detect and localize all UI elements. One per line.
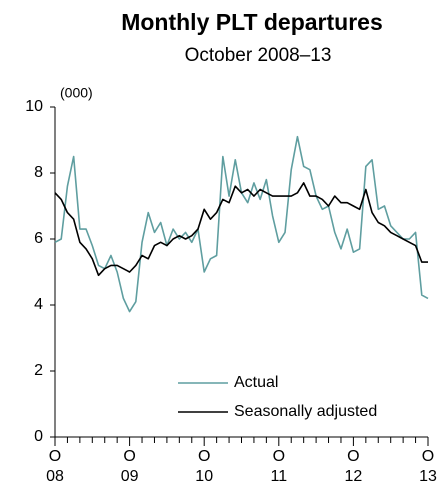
x-tick-label: O (123, 448, 135, 465)
y-tick-label: 8 (34, 164, 43, 181)
x-year-label: 08 (46, 468, 64, 485)
legend-label: Seasonally adjusted (234, 403, 377, 420)
x-year-label: 13 (419, 468, 437, 485)
line-series (54, 135, 429, 313)
x-tick-label: O (347, 448, 359, 465)
x-tick-label: O (422, 448, 434, 465)
x-year-label: 09 (121, 468, 139, 485)
y-tick-label: 10 (25, 98, 43, 115)
line-series (54, 182, 428, 277)
y-tick-label: 6 (34, 230, 43, 247)
x-tick-label: O (49, 448, 61, 465)
y-tick-label: 2 (34, 362, 43, 379)
y-tick-label: 4 (34, 296, 43, 313)
x-year-label: 12 (345, 468, 363, 485)
legend-label: Actual (234, 374, 278, 391)
x-tick-label: O (198, 448, 210, 465)
y-tick-label: 0 (34, 428, 43, 445)
x-year-label: 10 (195, 468, 213, 485)
chart-subtitle: October 2008–13 (185, 45, 332, 66)
y-unit-label: (000) (60, 85, 93, 101)
x-year-label: 11 (270, 468, 287, 485)
x-tick-label: O (273, 448, 285, 465)
chart-title: Monthly PLT departures (121, 9, 383, 35)
